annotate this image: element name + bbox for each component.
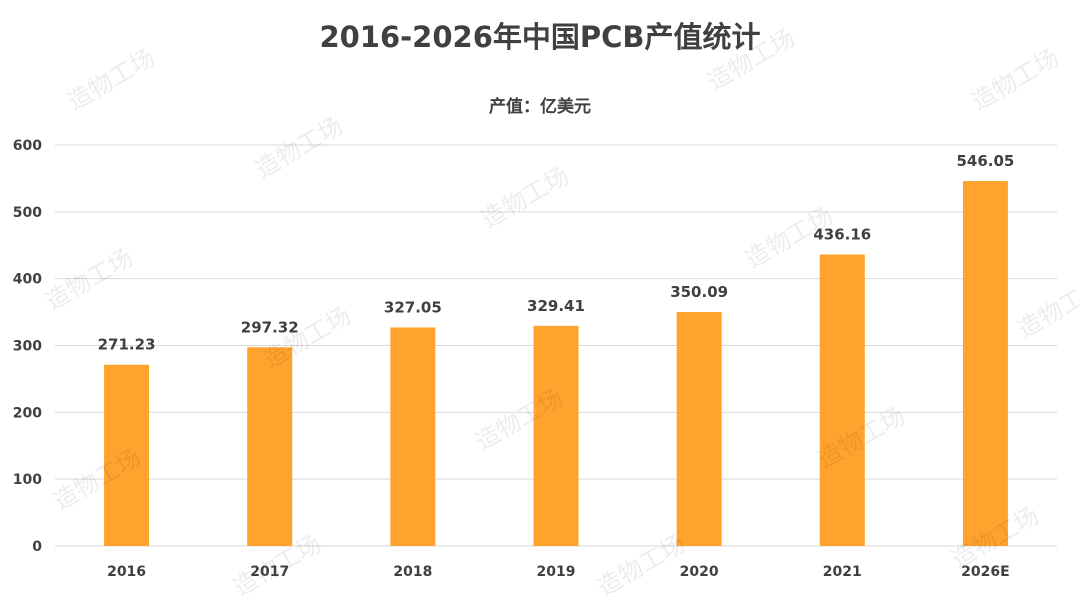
y-tick-label: 0 xyxy=(32,539,42,555)
x-axis-tick-labels: 2016 2017 2018 2019 2020 2021 2026E xyxy=(107,564,1010,580)
data-label: 546.05 xyxy=(956,152,1014,170)
bar xyxy=(533,325,579,546)
x-tick-label: 2026E xyxy=(961,564,1010,580)
x-tick-label: 2016 xyxy=(107,564,146,580)
bar xyxy=(676,312,722,546)
bar xyxy=(390,327,436,546)
data-label: 350.09 xyxy=(670,283,728,301)
y-tick-label: 600 xyxy=(13,138,42,154)
x-tick-label: 2017 xyxy=(250,564,289,580)
data-label: 436.16 xyxy=(813,225,871,243)
x-tick-label: 2021 xyxy=(823,564,862,580)
data-label: 297.32 xyxy=(241,318,299,336)
data-label: 329.41 xyxy=(527,297,585,315)
y-tick-label: 500 xyxy=(13,205,42,221)
bars xyxy=(104,181,1008,546)
x-tick-label: 2020 xyxy=(680,564,719,580)
chart-subtitle: 产值：亿美元 xyxy=(489,97,591,117)
bar xyxy=(962,181,1008,546)
y-tick-label: 200 xyxy=(13,405,42,421)
x-tick-label: 2019 xyxy=(537,564,576,580)
chart-title: 2016-2026年中国PCB产值统计 xyxy=(319,20,761,54)
y-axis-tick-labels: 0 100 200 300 400 500 600 xyxy=(13,138,42,555)
bar xyxy=(104,364,150,546)
y-tick-label: 300 xyxy=(13,339,42,355)
data-label: 271.23 xyxy=(98,336,156,354)
x-tick-label: 2018 xyxy=(393,564,432,580)
bar xyxy=(819,254,865,546)
bar xyxy=(247,347,293,546)
data-labels: 271.23 297.32 327.05 329.41 350.09 436.16 546.… xyxy=(98,152,1015,354)
y-tick-label: 100 xyxy=(13,472,42,488)
y-tick-label: 400 xyxy=(13,272,42,288)
data-label: 327.05 xyxy=(384,298,442,316)
